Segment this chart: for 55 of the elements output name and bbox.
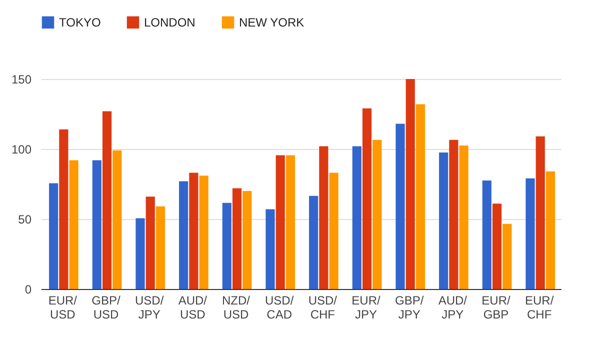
bar <box>102 111 112 289</box>
legend-label: NEW YORK <box>239 15 304 30</box>
bar <box>146 196 155 289</box>
bar <box>59 129 68 289</box>
x-tick-label: EUR/CHF <box>524 294 554 322</box>
bar <box>319 146 328 289</box>
x-tick-label: GBP/USD <box>92 294 121 322</box>
bar <box>526 178 535 289</box>
bar <box>189 172 198 289</box>
bar <box>449 140 458 289</box>
bar <box>406 79 415 289</box>
x-tick-label: USD/CHF <box>308 294 338 322</box>
bar <box>242 191 252 289</box>
legend-label: TOKYO <box>59 15 101 30</box>
bar <box>199 176 208 289</box>
y-tick-label: 150 <box>11 72 32 86</box>
bar <box>179 181 188 289</box>
x-tick-label: USD/CAD <box>264 294 294 322</box>
y-tick-label: 50 <box>18 212 32 226</box>
x-tick-label: AUD/USD <box>178 294 208 322</box>
bar <box>372 140 382 289</box>
bar <box>416 104 426 289</box>
bar <box>136 218 145 289</box>
bar <box>156 206 166 289</box>
bar <box>439 152 448 289</box>
bar <box>482 180 492 289</box>
x-tick-label: EUR/GBP <box>482 294 511 322</box>
x-tick-label: USD/JPY <box>134 294 164 322</box>
bar <box>286 155 296 289</box>
y-tick-label: 100 <box>11 142 32 156</box>
bar <box>352 146 362 289</box>
bar <box>92 160 102 289</box>
y-tick-label: 0 <box>24 282 32 296</box>
x-tick-label: GBP/JPY <box>394 294 424 322</box>
bar <box>396 124 405 289</box>
bar <box>502 224 512 289</box>
bar <box>362 108 372 289</box>
x-tick-label: EUR/USD <box>48 294 78 322</box>
bar <box>492 204 502 289</box>
bar <box>266 209 275 289</box>
x-tick-label: EUR/JPY <box>352 294 381 322</box>
legend-label: LONDON <box>144 15 196 30</box>
bar <box>49 183 58 289</box>
bar <box>309 196 318 289</box>
bar <box>222 202 232 289</box>
bar <box>536 136 545 289</box>
bar <box>459 146 468 289</box>
x-tick-label: AUD/JPY <box>438 294 468 322</box>
bar <box>546 171 556 289</box>
bar <box>112 150 122 289</box>
bar <box>329 172 338 289</box>
bar <box>276 155 285 289</box>
bar <box>69 160 78 289</box>
x-tick-label: NZD/USD <box>222 294 251 322</box>
bar <box>232 188 242 289</box>
